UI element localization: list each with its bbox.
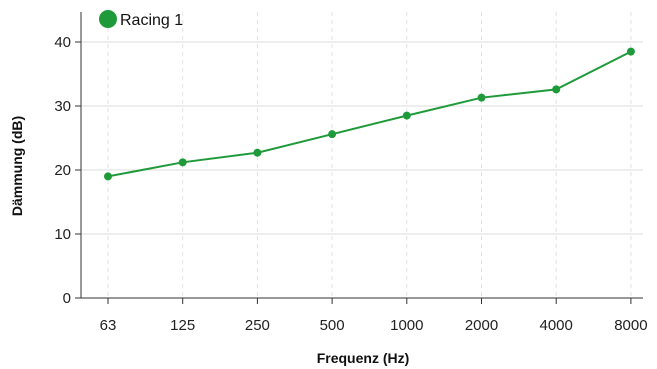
- data-point: [178, 158, 187, 167]
- data-point: [477, 93, 486, 102]
- tick-labels: 0 10 20 30 40 63 125 250 500 1000 2000 4000 8000: [54, 34, 647, 334]
- x-tick-label: 2000: [465, 317, 498, 334]
- data-point: [552, 85, 561, 94]
- data-point: [104, 172, 112, 181]
- data-point: [402, 111, 411, 120]
- data-point: [328, 130, 337, 139]
- y-tick-label: 40: [54, 34, 71, 51]
- x-tick-label: 125: [170, 317, 195, 334]
- axes: [75, 12, 643, 304]
- y-tick-label: 30: [54, 98, 71, 115]
- x-tick-label: 4000: [540, 317, 573, 334]
- series: [104, 47, 635, 181]
- data-point: [626, 47, 635, 56]
- x-tick-label: 63: [100, 317, 117, 334]
- x-tick-label: 8000: [614, 317, 647, 334]
- x-tick-label: 500: [320, 317, 345, 334]
- y-axis-title: Dämmung (dB): [9, 116, 25, 216]
- grid: [81, 12, 643, 298]
- x-axis-title: Frequenz (Hz): [317, 350, 410, 366]
- legend: Racing 1: [99, 10, 183, 29]
- y-tick-label: 0: [63, 290, 71, 307]
- legend-label: Racing 1: [120, 12, 183, 29]
- series-line: [107, 50, 632, 178]
- y-tick-label: 20: [54, 162, 71, 179]
- x-tick-label: 1000: [390, 317, 423, 334]
- legend-marker: [99, 10, 117, 28]
- data-point: [253, 148, 262, 157]
- y-tick-label: 10: [54, 226, 71, 243]
- x-tick-label: 250: [245, 317, 270, 334]
